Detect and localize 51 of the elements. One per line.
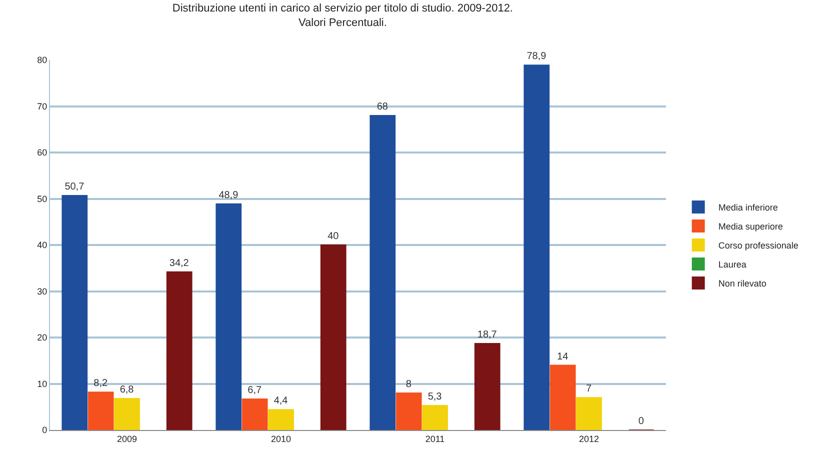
data-label: 6,8 [120, 384, 134, 396]
x-tick-label: 2009 [116, 434, 138, 444]
legend-label: Media inferiore [718, 202, 778, 213]
data-label: 6,7 [248, 385, 262, 396]
data-label: 8 [406, 379, 412, 390]
data-label: 68 [376, 102, 388, 112]
y-tick-label: 0 [42, 425, 48, 436]
y-tick-label: 10 [37, 378, 48, 389]
data-label: 40 [328, 231, 340, 242]
data-label: 0 [638, 416, 644, 427]
data-label: 7 [586, 384, 592, 395]
data-label: 8,2 [94, 378, 108, 390]
bar [422, 404, 448, 430]
data-label: 4,4 [274, 396, 288, 407]
bar [216, 203, 242, 430]
bar [474, 343, 500, 430]
y-tick-label: 60 [37, 148, 48, 158]
legend-label: Non rilevato [718, 278, 766, 289]
y-tick-label: 20 [37, 332, 48, 343]
bar [576, 397, 602, 430]
bar [114, 398, 140, 430]
bar [268, 409, 294, 430]
y-tick-label: 80 [37, 55, 48, 66]
bar [88, 392, 114, 430]
bar [396, 392, 422, 430]
legend-label: Media superiore [718, 222, 783, 232]
bar [524, 64, 550, 430]
y-tick-label: 50 [37, 194, 48, 204]
data-label: 50,7 [64, 182, 85, 193]
bar [370, 115, 396, 430]
bar [320, 244, 346, 430]
data-label: 78,9 [526, 51, 547, 62]
data-label: 5,3 [428, 391, 442, 402]
legend-label: Laurea [718, 260, 746, 270]
legend-label: Corso professionale [718, 240, 798, 251]
data-label: 48,9 [218, 190, 239, 201]
y-tick-label: 40 [37, 240, 48, 250]
x-tick-label: 2011 [425, 434, 445, 444]
data-label: 18,7 [477, 330, 498, 341]
bar [62, 195, 88, 430]
y-tick-label: 70 [37, 101, 48, 112]
bar [242, 398, 268, 430]
y-tick-label: 30 [37, 286, 48, 296]
data-label: 34,2 [169, 258, 190, 269]
chart-subtitle: Valori Percentuali. [298, 16, 387, 29]
chart-title: Distribuzione utenti in carico al servizio per titolo di studio. 2009-2012. [172, 2, 514, 15]
bar [166, 271, 192, 430]
data-label: 14 [557, 351, 569, 362]
x-tick-label: 2010 [270, 434, 292, 444]
bar [550, 364, 576, 430]
x-tick-label: 2012 [578, 434, 600, 444]
